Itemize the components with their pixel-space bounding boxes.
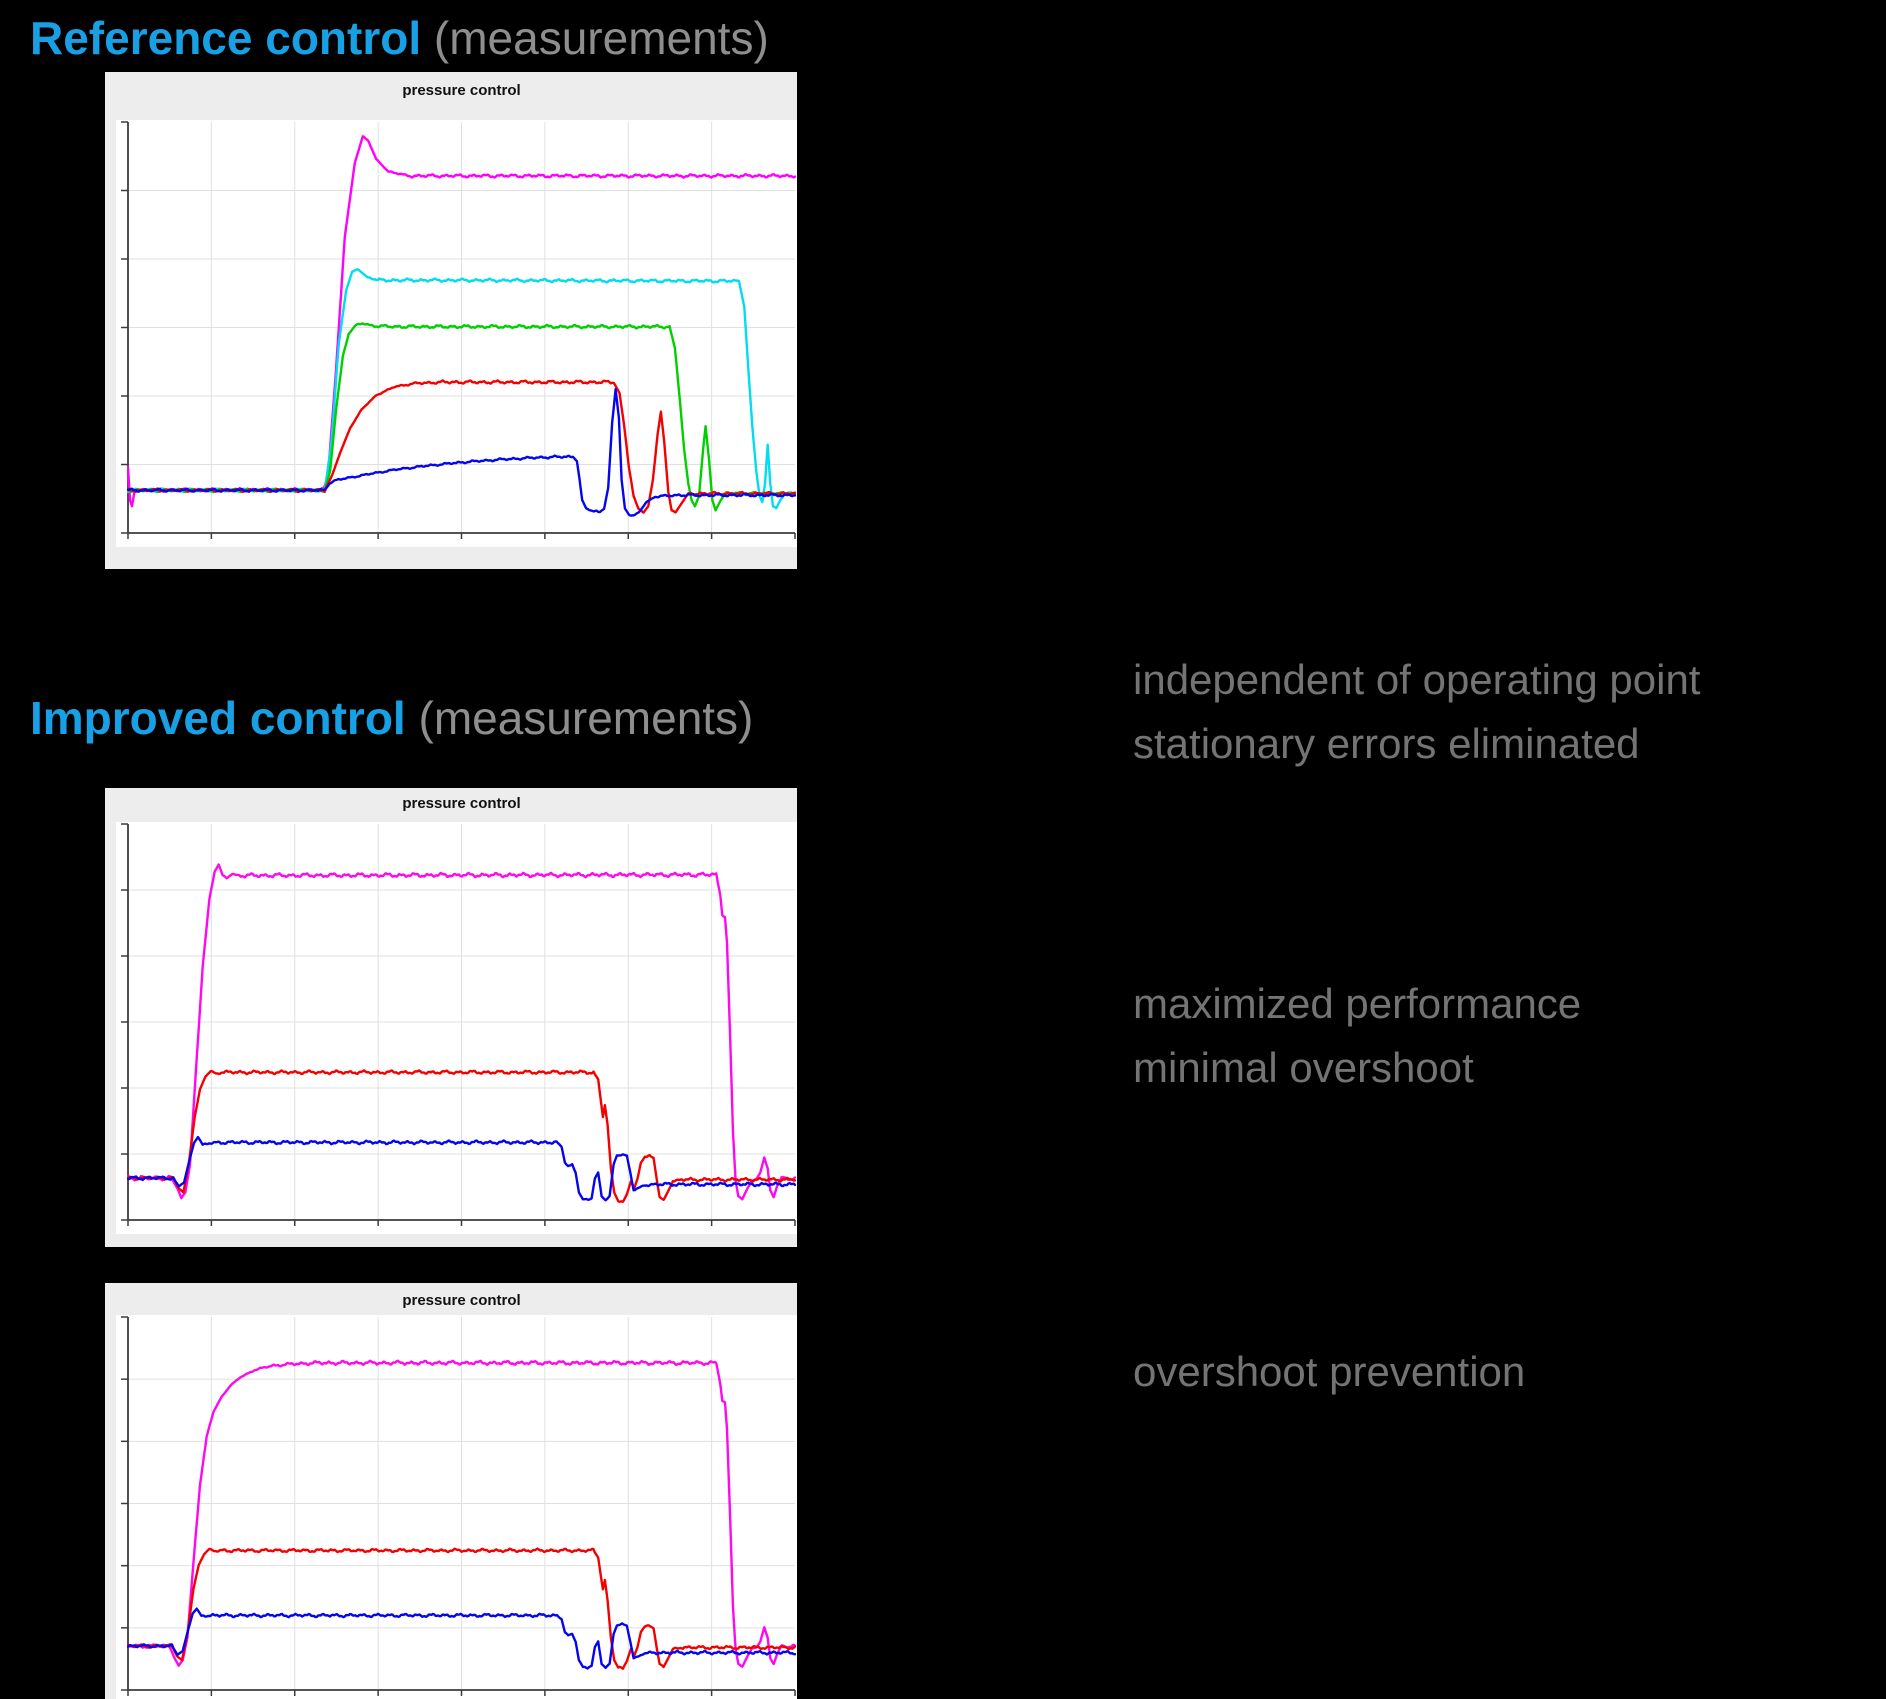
chart-title: pressure control	[402, 82, 521, 99]
annotation-performance: maximized performance minimal overshoot	[1133, 972, 1581, 1100]
trace-setpoint-step-2-red	[127, 379, 796, 514]
heading-improved-control-strong: Improved control	[30, 692, 406, 744]
trace-setpoint-step-small-blue	[127, 1607, 796, 1670]
figure-improved-control-plot-2: pressure control	[105, 1283, 797, 1699]
chart-title: pressure control	[402, 1292, 521, 1309]
chart-canvas-improved-2	[116, 1315, 797, 1699]
trace-setpoint-step-mid-red	[127, 1547, 796, 1670]
annotation-line: maximized performance	[1133, 980, 1582, 1027]
annotation-line: overshoot prevention	[1133, 1348, 1526, 1395]
trace-setpoint-step-large-magenta-no-overshoot	[127, 1359, 796, 1668]
heading-improved-control: Improved control (measurements)	[30, 694, 753, 742]
trace-setpoint-step-1-blue	[127, 388, 796, 517]
annotation-line: stationary errors eliminated	[1133, 720, 1640, 767]
figure-improved-control-plot-1: pressure control	[105, 788, 797, 1247]
heading-reference-control: Reference control (measurements)	[30, 14, 769, 62]
annotation-line: minimal overshoot	[1133, 1044, 1474, 1091]
annotation-overshoot-prevention: overshoot prevention	[1133, 1340, 1525, 1404]
trace-setpoint-step-large-magenta	[127, 863, 796, 1201]
trace-setpoint-step-mid-red	[127, 1069, 796, 1203]
chart-canvas-reference	[116, 120, 797, 547]
trace-setpoint-step-small-blue	[127, 1135, 796, 1202]
figure-reference-control-plot: pressure control	[105, 72, 797, 569]
heading-reference-control-strong: Reference control	[30, 12, 422, 64]
annotation-line: independent of operating point	[1133, 656, 1701, 703]
annotation-operating-point: independent of operating point stationar…	[1133, 648, 1700, 776]
chart-canvas-improved-1	[116, 822, 797, 1234]
heading-reference-control-rest: (measurements)	[421, 12, 769, 64]
heading-improved-control-rest: (measurements)	[405, 692, 754, 744]
chart-title: pressure control	[402, 795, 521, 812]
